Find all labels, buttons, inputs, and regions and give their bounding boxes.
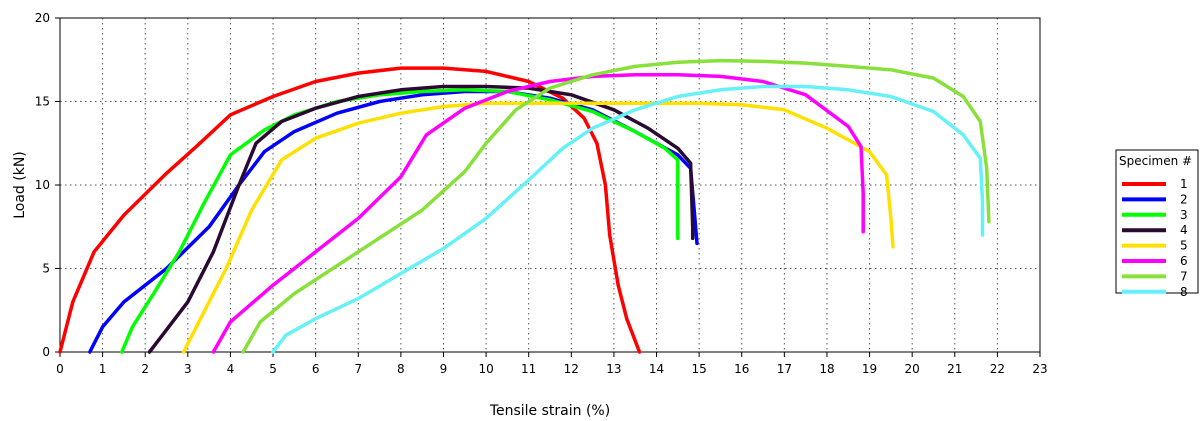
- x-tick-label: 1: [99, 362, 107, 376]
- legend: Specimen # 12 34 567 8: [1115, 149, 1199, 299]
- x-tick-label: 18: [819, 362, 834, 376]
- series-line-5: [181, 101, 895, 354]
- x-tick-label: 15: [691, 362, 706, 376]
- x-tick-label: 20: [905, 362, 920, 376]
- x-tick-label: 19: [862, 362, 877, 376]
- legend-label-8: 8: [1180, 285, 1188, 299]
- x-tick-label: 3: [184, 362, 192, 376]
- legend-label-7: 7: [1180, 269, 1188, 283]
- y-tick-label: 10: [35, 178, 50, 192]
- x-tick-label: 4: [227, 362, 235, 376]
- x-tick-label: 6: [312, 362, 320, 376]
- legend-box: [1115, 149, 1199, 294]
- legend-label-2: 2: [1180, 192, 1188, 206]
- series-line-4: [147, 84, 695, 354]
- x-tick-label: 13: [606, 362, 621, 376]
- x-tick-label: 21: [947, 362, 962, 376]
- y-tick-label: 0: [42, 345, 50, 359]
- series-lines: [58, 58, 991, 354]
- y-axis-ticks: 0 5 10 15 20: [35, 11, 60, 359]
- x-tick-label: 14: [649, 362, 664, 376]
- x-tick-label: 5: [269, 362, 277, 376]
- legend-label-1: 1: [1180, 177, 1188, 191]
- x-tick-label: 22: [990, 362, 1005, 376]
- y-tick-label: 5: [42, 262, 50, 276]
- series-line-1: [58, 66, 642, 354]
- x-tick-label: 8: [397, 362, 405, 376]
- y-tick-label: 20: [35, 11, 50, 25]
- x-tick-label: 23: [1032, 362, 1047, 376]
- series-line-8: [271, 84, 985, 354]
- legend-label-3: 3: [1180, 208, 1188, 222]
- legend-label-5: 5: [1180, 239, 1188, 253]
- x-tick-label: 9: [440, 362, 448, 376]
- x-tick-label: 10: [478, 362, 493, 376]
- legend-title: Specimen #: [1119, 154, 1192, 168]
- grid-lines: [60, 18, 1040, 352]
- y-tick-label: 15: [35, 95, 50, 109]
- x-tick-label: 11: [521, 362, 536, 376]
- legend-label-4: 4: [1180, 223, 1188, 237]
- x-tick-label: 12: [564, 362, 579, 376]
- x-tick-label: 16: [734, 362, 749, 376]
- x-axis-label: Tensile strain (%): [489, 403, 610, 419]
- series-line-7: [241, 58, 991, 354]
- x-axis-ticks: 0 1 2 3 4 5 6 7 8 9 10 11 12 13 14 15 16 17 18 19 20 21 22 23: [56, 352, 1048, 376]
- x-tick-label: 0: [56, 362, 64, 376]
- series-line-6: [211, 73, 865, 354]
- legend-label-6: 6: [1180, 254, 1188, 268]
- x-tick-label: 17: [777, 362, 792, 376]
- y-axis-label: Load (kN): [12, 151, 28, 219]
- legend-items: 12 34 567 8: [1122, 177, 1188, 299]
- x-tick-label: 2: [141, 362, 149, 376]
- x-tick-label: 7: [354, 362, 362, 376]
